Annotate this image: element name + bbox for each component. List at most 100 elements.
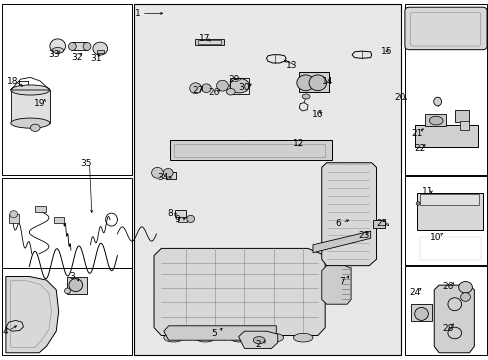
Point — [234, 129, 242, 135]
Bar — [414, 125, 477, 147]
Point — [386, 316, 394, 321]
Point — [323, 243, 331, 248]
Point — [207, 192, 215, 198]
Point — [344, 253, 352, 259]
Point — [316, 246, 324, 252]
Point — [166, 320, 174, 326]
Point — [266, 191, 274, 197]
Point — [225, 100, 233, 105]
Point — [274, 127, 282, 132]
Point — [320, 186, 328, 192]
Point — [263, 85, 271, 91]
Point — [390, 176, 398, 181]
Point — [352, 269, 360, 275]
Point — [238, 27, 246, 32]
Point — [171, 105, 179, 111]
Point — [149, 191, 157, 197]
Point — [221, 206, 229, 212]
Point — [305, 320, 312, 326]
Point — [297, 30, 305, 36]
Point — [385, 57, 392, 63]
Point — [209, 111, 217, 116]
Point — [334, 154, 342, 160]
Point — [262, 28, 269, 34]
Point — [283, 66, 291, 71]
Point — [314, 125, 322, 130]
Point — [148, 143, 156, 149]
Point — [294, 13, 302, 19]
Point — [204, 91, 212, 97]
Point — [374, 153, 382, 158]
Point — [263, 204, 270, 210]
Point — [308, 84, 316, 90]
Point — [278, 246, 285, 252]
Point — [300, 38, 308, 44]
Point — [291, 8, 299, 14]
Point — [185, 247, 193, 253]
Point — [165, 174, 173, 180]
Point — [264, 128, 271, 134]
Text: 22: 22 — [413, 144, 425, 153]
Point — [301, 288, 308, 294]
Point — [375, 80, 383, 86]
Point — [177, 81, 185, 87]
Point — [145, 41, 153, 46]
Point — [311, 96, 319, 102]
Point — [175, 156, 183, 161]
Point — [176, 143, 183, 149]
Point — [151, 285, 159, 291]
Point — [252, 320, 260, 326]
Point — [247, 206, 255, 212]
Point — [283, 121, 291, 127]
Point — [314, 278, 322, 284]
Point — [196, 124, 203, 130]
Point — [215, 283, 223, 289]
Point — [272, 282, 280, 287]
Point — [210, 34, 218, 40]
Point — [369, 107, 377, 112]
Point — [209, 112, 217, 118]
Point — [230, 108, 238, 114]
Point — [198, 232, 206, 238]
Point — [365, 203, 373, 208]
Point — [373, 190, 381, 195]
Point — [165, 138, 173, 143]
Point — [205, 42, 213, 48]
Point — [329, 21, 337, 26]
Point — [261, 92, 269, 98]
Point — [365, 219, 373, 225]
Point — [357, 322, 365, 328]
Bar — [134, 4, 400, 355]
Point — [186, 266, 194, 272]
Point — [167, 135, 175, 141]
Point — [362, 278, 370, 283]
Point — [176, 284, 184, 290]
Point — [388, 304, 396, 310]
Point — [394, 73, 402, 78]
Point — [162, 348, 170, 354]
Point — [208, 316, 216, 322]
Point — [167, 333, 175, 339]
Point — [135, 59, 143, 64]
Point — [375, 68, 383, 73]
Point — [340, 269, 348, 274]
Point — [370, 260, 378, 266]
Point — [151, 202, 159, 207]
Point — [230, 301, 238, 307]
Point — [152, 16, 160, 22]
Point — [268, 245, 276, 251]
Point — [211, 66, 219, 72]
Point — [384, 221, 392, 227]
Point — [218, 19, 225, 25]
Point — [341, 57, 349, 63]
Point — [321, 15, 328, 21]
Point — [362, 124, 370, 130]
Point — [352, 323, 360, 329]
Point — [249, 100, 257, 105]
Point — [325, 330, 333, 336]
Point — [150, 149, 158, 155]
Polygon shape — [163, 326, 276, 340]
Point — [166, 102, 174, 107]
Point — [148, 84, 156, 90]
Point — [197, 112, 205, 118]
